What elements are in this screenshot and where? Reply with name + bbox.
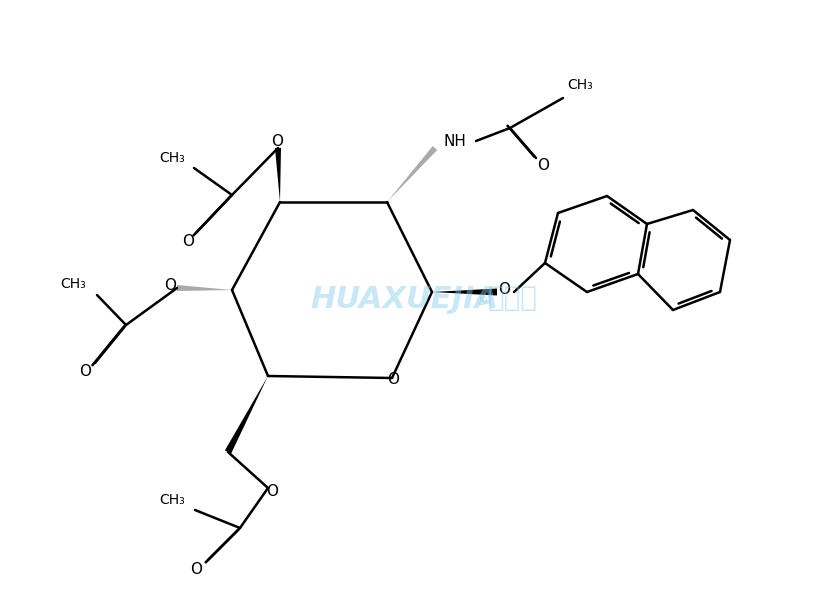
Text: O: O: [498, 283, 510, 297]
Text: CH₃: CH₃: [159, 493, 185, 507]
Text: HUAXUEJIA: HUAXUEJIA: [310, 285, 498, 315]
Text: O: O: [387, 372, 399, 387]
Polygon shape: [387, 146, 438, 202]
Text: O: O: [537, 157, 549, 172]
Text: O: O: [79, 365, 91, 380]
Text: NH: NH: [443, 135, 466, 150]
Polygon shape: [275, 148, 281, 202]
Text: CH₃: CH₃: [567, 78, 593, 92]
Text: ®: ®: [474, 295, 488, 309]
Text: O: O: [182, 234, 194, 250]
Text: O: O: [266, 483, 278, 498]
Polygon shape: [432, 288, 497, 296]
Text: O: O: [271, 134, 283, 148]
Text: O: O: [190, 563, 202, 578]
Text: 化学加: 化学加: [488, 284, 538, 312]
Polygon shape: [225, 376, 268, 454]
Text: CH₃: CH₃: [159, 151, 185, 165]
Polygon shape: [177, 285, 232, 291]
Text: O: O: [164, 278, 176, 293]
Text: CH₃: CH₃: [60, 277, 86, 291]
